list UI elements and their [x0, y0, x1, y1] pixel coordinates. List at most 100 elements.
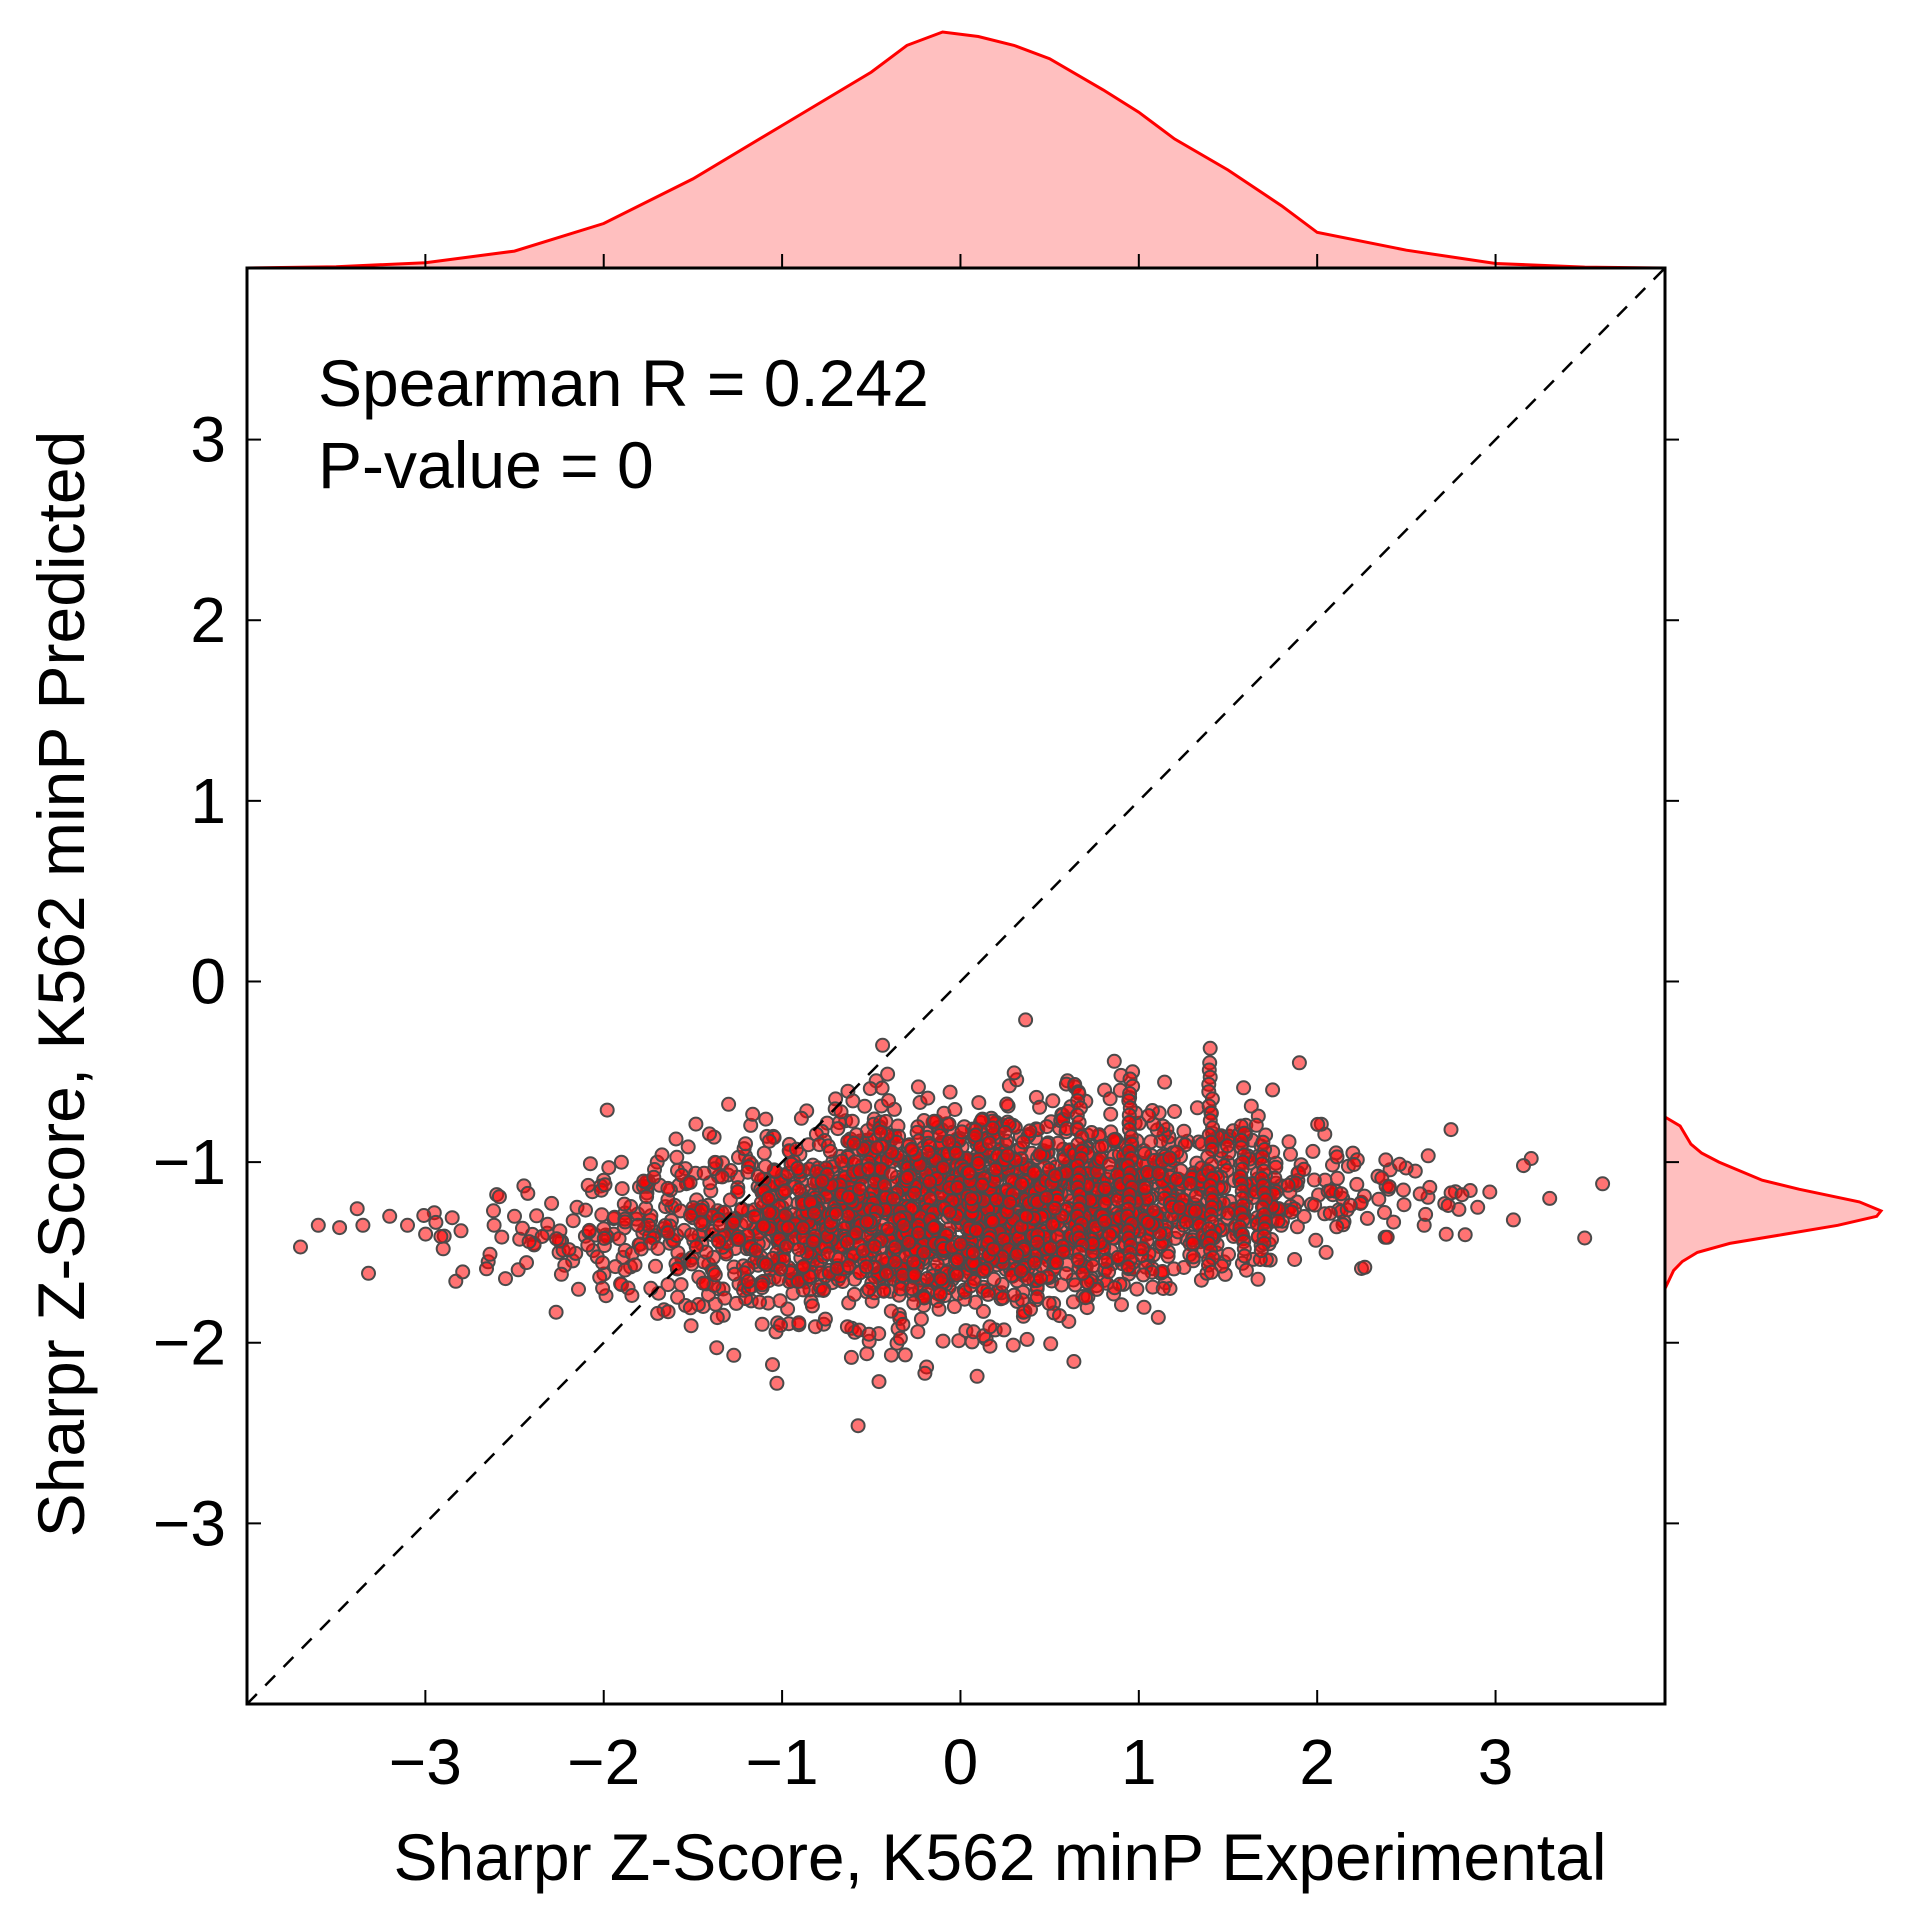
- scatter-point: [1000, 1147, 1016, 1163]
- x-tick-label: −3: [389, 1726, 462, 1798]
- scatter-point: [1237, 1248, 1252, 1264]
- scatter-point: [738, 1136, 753, 1152]
- scatter-point: [1026, 1165, 1042, 1181]
- scatter-point: [693, 1215, 709, 1231]
- scatter-point: [876, 1283, 892, 1299]
- x-tick-label: −1: [746, 1726, 819, 1798]
- scatter-point: [553, 1266, 569, 1282]
- scatter-point: [975, 1263, 991, 1279]
- scatter-point: [1167, 1104, 1182, 1119]
- scatter-point: [748, 1242, 764, 1258]
- scatter-point: [1140, 1214, 1156, 1230]
- scatter-point: [725, 1215, 741, 1231]
- scatter-point: [1172, 1200, 1187, 1216]
- scatter-point: [683, 1318, 699, 1334]
- scatter-point: [1542, 1190, 1558, 1206]
- scatter-point: [906, 1254, 922, 1270]
- scatter-point: [777, 1183, 793, 1199]
- scatter-point: [670, 1289, 686, 1305]
- scatter-point: [1106, 1132, 1122, 1148]
- scatter-point: [1392, 1156, 1407, 1172]
- scatter-point: [910, 1324, 926, 1340]
- scatter-point: [1296, 1161, 1312, 1177]
- scatter-point: [931, 1301, 947, 1317]
- scatter-point: [310, 1217, 326, 1233]
- x-tick-label: 2: [1299, 1726, 1335, 1798]
- pvalue-annotation: P-value = 0: [318, 428, 654, 502]
- scatter-point: [1577, 1230, 1593, 1246]
- scatter-point: [630, 1217, 646, 1233]
- scatter-point: [491, 1189, 507, 1205]
- scatter-point: [1443, 1122, 1459, 1138]
- scatter-point: [1047, 1200, 1063, 1216]
- scatter-point: [1014, 1176, 1030, 1192]
- scatter-point: [544, 1195, 560, 1211]
- scatter-point: [1129, 1281, 1145, 1297]
- scatter-point: [919, 1271, 935, 1286]
- scatter-point: [985, 1241, 1001, 1257]
- scatter-point: [758, 1256, 774, 1272]
- scatter-point: [1039, 1189, 1055, 1205]
- scatter-point: [648, 1258, 663, 1274]
- scatter-point: [920, 1090, 936, 1106]
- scatter-point: [769, 1375, 785, 1391]
- scatter-point: [455, 1264, 471, 1280]
- scatter-point: [1155, 1281, 1171, 1296]
- scatter-point: [879, 1265, 894, 1281]
- scatter-point: [571, 1281, 586, 1297]
- scatter-point: [1162, 1150, 1178, 1166]
- x-marginal-density-fill: [247, 32, 1665, 268]
- y-tick-label: −3: [153, 1487, 226, 1559]
- scatter-point: [866, 1238, 882, 1254]
- scatter-point: [580, 1177, 596, 1193]
- scatter-point: [1045, 1217, 1060, 1233]
- scatter-point: [1395, 1182, 1411, 1198]
- scatter-point: [355, 1217, 371, 1233]
- scatter-point: [1019, 1331, 1035, 1347]
- scatter-point: [599, 1102, 615, 1118]
- scatter-point: [886, 1191, 901, 1207]
- scatter-point: [1187, 1203, 1203, 1219]
- scatter-point: [1236, 1080, 1252, 1096]
- scatter-point: [722, 1192, 738, 1208]
- scatter-point: [971, 1095, 987, 1111]
- scatter-point: [696, 1165, 712, 1181]
- scatter-point: [1043, 1240, 1058, 1256]
- scatter-point: [1067, 1277, 1083, 1293]
- scatter-point: [684, 1256, 700, 1272]
- scatter-point: [996, 1322, 1012, 1338]
- scatter-point: [949, 1252, 965, 1268]
- scatter-point: [1250, 1271, 1266, 1287]
- scatter-point: [682, 1175, 698, 1190]
- scatter-point: [949, 1267, 965, 1283]
- scatter-point: [910, 1079, 926, 1095]
- scatter-point: [660, 1304, 676, 1320]
- scatter-point: [1120, 1259, 1136, 1275]
- scatter-point: [907, 1185, 922, 1201]
- scatter-point: [1039, 1119, 1055, 1135]
- scatter-point: [1289, 1219, 1305, 1235]
- scatter-point: [772, 1293, 788, 1309]
- scatter-point: [1291, 1055, 1307, 1071]
- scatter-point: [548, 1304, 564, 1320]
- scatter-point: [935, 1333, 951, 1349]
- scatter-point: [778, 1238, 794, 1254]
- x-marginal-density-line: [246, 30, 1666, 270]
- scatter-point: [804, 1298, 820, 1314]
- scatter-point: [1033, 1270, 1049, 1286]
- scatter-point: [1440, 1198, 1456, 1213]
- scatter-point: [616, 1196, 632, 1212]
- scatter-point: [1052, 1308, 1067, 1324]
- scatter-point: [941, 1116, 957, 1132]
- scatter-point: [948, 1145, 964, 1161]
- scatter-point: [757, 1159, 773, 1174]
- scatter-point: [1185, 1249, 1201, 1265]
- x-tick-label: −2: [567, 1726, 640, 1798]
- scatter-point: [611, 1231, 627, 1247]
- scatter-point: [1106, 1053, 1122, 1069]
- scatter-point: [580, 1237, 596, 1253]
- scatter-point: [1006, 1287, 1022, 1303]
- scatter-point: [968, 1222, 984, 1238]
- scatter-point: [1381, 1179, 1397, 1195]
- scatter-point: [1166, 1261, 1182, 1277]
